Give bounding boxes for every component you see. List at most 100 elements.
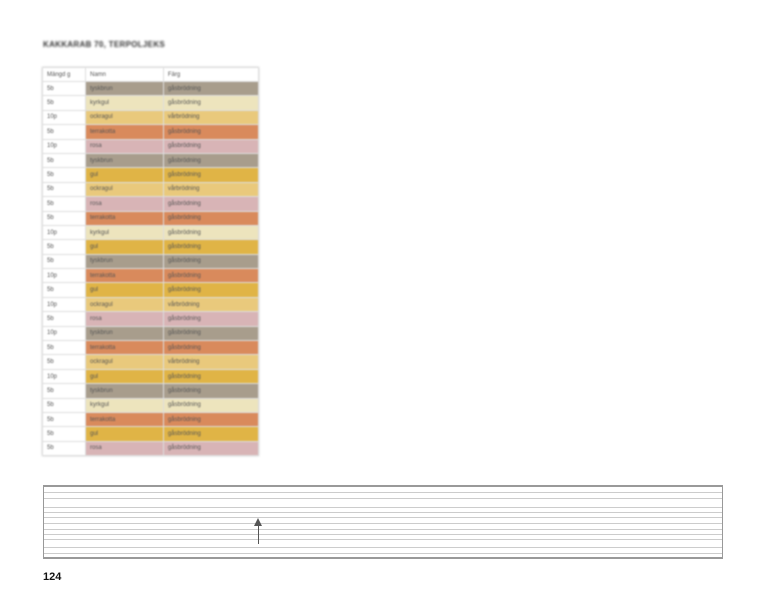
- stripe-line: [44, 507, 722, 508]
- name-cell: tyskbrun: [85, 80, 164, 97]
- name-cell: ockragul: [85, 109, 164, 126]
- table-row: 5b gul gåsbrödning: [42, 282, 260, 298]
- qty-cell: 5b: [42, 411, 86, 428]
- name-cell: terrakotta: [85, 268, 164, 284]
- table-row: 5b terrakotta gåsbrödning: [42, 340, 260, 356]
- arrow-shaft: [258, 520, 259, 544]
- qty-cell: 5b: [42, 282, 86, 298]
- stripe-line: [44, 523, 722, 524]
- qty-cell: 10p: [42, 138, 86, 154]
- qty-cell: 10p: [42, 368, 86, 385]
- qty-cell: 5b: [42, 181, 86, 198]
- table-row: 5b rosa gåsbrödning: [42, 311, 260, 327]
- qty-cell: 5b: [42, 80, 86, 97]
- table-row: 10p ockragul vårbrödning: [42, 109, 260, 126]
- qty-cell: 10p: [42, 325, 86, 342]
- value-cell: gåsbrödning: [162, 239, 260, 255]
- value-cell: gåsbrödning: [162, 224, 260, 241]
- name-cell: tyskbrun: [85, 152, 164, 169]
- table-row: 10p rosa gåsbrödning: [42, 138, 260, 154]
- table-row: 10p tyskbrun gåsbrödning: [42, 325, 260, 342]
- value-cell: vårbrödning: [162, 354, 260, 370]
- name-cell: ockragul: [85, 181, 164, 198]
- name-cell: terrakotta: [85, 210, 164, 226]
- qty-cell: 10p: [42, 268, 86, 284]
- name-cell: gul: [85, 426, 164, 442]
- value-cell: gåsbrödning: [162, 383, 260, 399]
- value-cell: gåsbrödning: [162, 397, 260, 413]
- table-row: 10p terrakotta gåsbrödning: [42, 268, 260, 284]
- qty-cell: 5b: [42, 95, 86, 111]
- table-row: 10p kyrkgul gåsbrödning: [42, 224, 260, 241]
- value-cell: gåsbrödning: [162, 311, 260, 327]
- stripe-line: [44, 498, 722, 499]
- table-row: 5b rosa gåsbrödning: [42, 196, 260, 212]
- value-cell: gåsbrödning: [162, 152, 260, 169]
- name-cell: tyskbrun: [85, 253, 164, 270]
- table-row: 10p gul gåsbrödning: [42, 368, 260, 385]
- table-row: 5b kyrkgul gåsbrödning: [42, 95, 260, 111]
- value-cell: gåsbrödning: [162, 368, 260, 385]
- qty-cell: 5b: [42, 210, 86, 226]
- value-cell: gåsbrödning: [162, 340, 260, 356]
- stripe-line: [44, 539, 722, 540]
- name-cell: gul: [85, 167, 164, 183]
- qty-cell: 5b: [42, 397, 86, 413]
- header-qty: Mängd g: [42, 67, 86, 82]
- name-cell: ockragul: [85, 296, 164, 313]
- qty-cell: 10p: [42, 296, 86, 313]
- table-row: 5b terrakotta gåsbrödning: [42, 124, 260, 140]
- table-row: 5b ockragul vårbrödning: [42, 181, 260, 198]
- table-header-row: Mängd g Namn Färg: [42, 67, 260, 82]
- value-cell: vårbrödning: [162, 109, 260, 126]
- qty-cell: 5b: [42, 426, 86, 442]
- qty-cell: 5b: [42, 383, 86, 399]
- stripe-line: [44, 547, 722, 548]
- value-cell: gåsbrödning: [162, 411, 260, 428]
- value-cell: gåsbrödning: [162, 167, 260, 183]
- value-cell: gåsbrödning: [162, 80, 260, 97]
- qty-cell: 5b: [42, 354, 86, 370]
- value-cell: vårbrödning: [162, 181, 260, 198]
- table-row: 5b gul gåsbrödning: [42, 426, 260, 442]
- qty-cell: 5b: [42, 124, 86, 140]
- stripe-line: [44, 534, 722, 535]
- qty-cell: 5b: [42, 311, 86, 327]
- name-cell: terrakotta: [85, 124, 164, 140]
- name-cell: rosa: [85, 440, 164, 457]
- table-row: 5b terrakotta gåsbrödning: [42, 411, 260, 428]
- color-table: Mängd g Namn Färg 5b tyskbrun gåsbrödning 5…: [42, 67, 260, 457]
- value-cell: gåsbrödning: [162, 196, 260, 212]
- name-cell: gul: [85, 282, 164, 298]
- table-row: 5b gul gåsbrödning: [42, 167, 260, 183]
- stripe-line: [44, 512, 722, 513]
- name-cell: rosa: [85, 311, 164, 327]
- qty-cell: 5b: [42, 167, 86, 183]
- table-row: 5b tyskbrun gåsbrödning: [42, 253, 260, 270]
- name-cell: ockragul: [85, 354, 164, 370]
- value-cell: gåsbrödning: [162, 426, 260, 442]
- table-row: 10p ockragul vårbrödning: [42, 296, 260, 313]
- name-cell: gul: [85, 368, 164, 385]
- qty-cell: 10p: [42, 109, 86, 126]
- name-cell: tyskbrun: [85, 325, 164, 342]
- name-cell: terrakotta: [85, 340, 164, 356]
- name-cell: gul: [85, 239, 164, 255]
- name-cell: rosa: [85, 138, 164, 154]
- value-cell: vårbrödning: [162, 296, 260, 313]
- table-row: 5b tyskbrun gåsbrödning: [42, 80, 260, 97]
- value-cell: gåsbrödning: [162, 282, 260, 298]
- table-row: 5b tyskbrun gåsbrödning: [42, 152, 260, 169]
- page-heading: KAKKARAB 70, TERPOLJEKS: [43, 40, 166, 49]
- name-cell: kyrkgul: [85, 397, 164, 413]
- value-cell: gåsbrödning: [162, 124, 260, 140]
- stripe-line: [44, 553, 722, 554]
- table-row: 5b gul gåsbrödning: [42, 239, 260, 255]
- page-number: 124: [43, 571, 62, 583]
- qty-cell: 5b: [42, 253, 86, 270]
- table-row: 5b terrakotta gåsbrödning: [42, 210, 260, 226]
- value-cell: gåsbrödning: [162, 95, 260, 111]
- table-row: 5b kyrkgul gåsbrödning: [42, 397, 260, 413]
- stripe-line: [44, 517, 722, 518]
- header-color: Färg: [162, 67, 260, 82]
